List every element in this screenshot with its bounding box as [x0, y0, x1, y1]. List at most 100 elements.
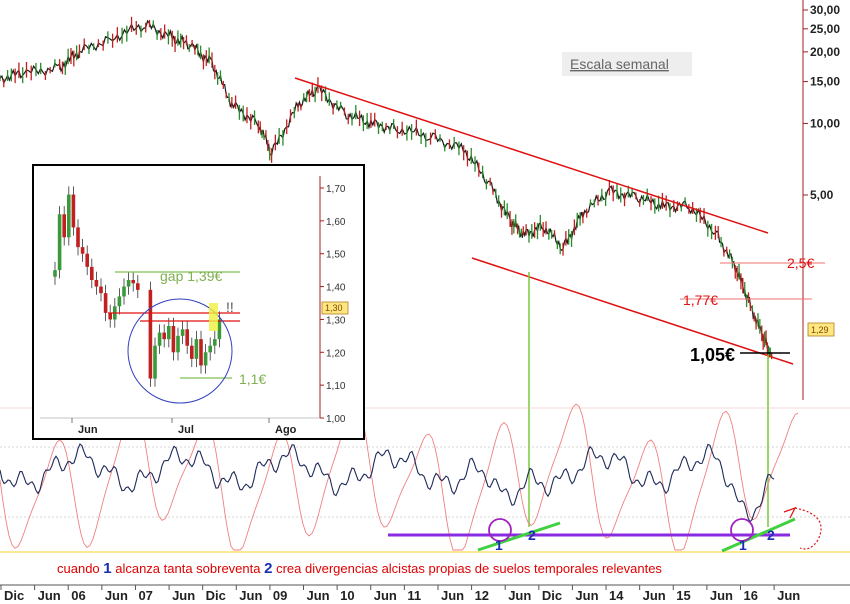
inset-candle [108, 312, 112, 320]
inset-candle [180, 329, 185, 336]
inset-time-axis: Jun Jul Ago [71, 418, 297, 436]
y-tick-label: 10,00 [810, 116, 840, 130]
inset-support-label: 1,1€ [239, 371, 266, 387]
oscillator-navy-line [0, 443, 775, 523]
inset-x-tick-label: Jun [78, 424, 98, 436]
inset-candles [53, 186, 222, 387]
inset-candle [171, 326, 176, 353]
channel-lower-line [471, 257, 794, 365]
x-tick-label: Jun [307, 588, 330, 603]
y-tick-label: 30,00 [810, 3, 840, 17]
scale-label-box [562, 52, 692, 76]
price-series [0, 16, 773, 360]
inset-candle [67, 194, 71, 238]
x-tick-label: Dic [542, 588, 562, 603]
level-label-2-5: 2,5€ [787, 255, 814, 271]
price-axis: 30,00 25,00 20,00 15,00 10,00 5,00 [803, 3, 840, 202]
x-tick-label: Jun [441, 588, 464, 603]
inset-candle [126, 280, 131, 287]
inset-x-tick-label: Jul [178, 424, 194, 436]
inset-circle [127, 298, 233, 404]
y-tick-label: 15,00 [810, 75, 840, 89]
inset-candle [57, 214, 62, 271]
inset-y-tick-label: 1,40 [326, 283, 346, 294]
x-tick-label: 15 [676, 588, 690, 603]
price-line [0, 19, 772, 358]
inset-candle [85, 253, 89, 267]
inset-candle [213, 339, 217, 346]
inset-candle [103, 293, 108, 313]
inset-candle [53, 270, 57, 277]
x-tick-label: Jun [239, 588, 262, 603]
inset-y-tick-label: 1,70 [326, 184, 346, 195]
x-tick-label: Jun [374, 588, 397, 603]
x-tick-label: 06 [71, 588, 85, 603]
oversold-circle-1 [488, 518, 512, 542]
inset-candle [185, 329, 189, 346]
y-tick-label: 25,00 [810, 22, 840, 36]
time-axis: Dic Jun 06 Jun 07 Jun Dic Jun 09 Jun 10 Jun 11 Jun 12 J… [0, 585, 800, 603]
x-tick-label: 16 [743, 588, 757, 603]
last-price-badge [807, 322, 835, 337]
inset-candle [148, 289, 153, 379]
inset-price-axis: 1,70 1,60 1,50 1,40 1,30 1,20 1,10 1,00 [320, 184, 346, 425]
marker-1b: 1 [739, 537, 747, 553]
inset-y-tick-label: 1,00 [326, 414, 346, 425]
inset-candle [217, 319, 222, 340]
x-tick-label: Dic [206, 588, 226, 603]
inset-candle [167, 326, 171, 340]
inset-chart: 1,70 1,60 1,50 1,40 1,30 1,20 1,10 1,00 Jun Jul A… [32, 164, 365, 440]
inset-y-tick-label: 1,60 [326, 217, 346, 228]
inset-candle [157, 332, 162, 346]
inset-candle [199, 339, 203, 366]
inset-highlight [209, 303, 218, 331]
scale-label: Escala semanal [570, 56, 669, 72]
x-tick-label: Jun [575, 588, 598, 603]
x-tick-label: Jun [643, 588, 666, 603]
channel-upper-line [294, 77, 769, 234]
y-tick-label: 20,00 [810, 45, 840, 59]
inset-candle [117, 296, 122, 307]
x-tick-label: Jun [105, 588, 128, 603]
inset-y-tick-label: 1,50 [326, 250, 346, 261]
y-tick-label: 5,00 [810, 188, 834, 202]
inset-candle [76, 227, 80, 248]
inset-alert-label: !! [226, 299, 234, 315]
marker-1a: 1 [495, 537, 503, 553]
x-tick-label: Jun [38, 588, 61, 603]
level-label-1-05: 1,05€ [690, 345, 735, 365]
x-tick-label: 11 [407, 588, 421, 603]
inset-candle [90, 266, 94, 280]
inset-candle [208, 345, 212, 353]
inset-y-tick-label: 1,10 [326, 381, 346, 392]
divergence-line-1 [477, 521, 561, 552]
inset-price-badge-text: 1,30 [325, 303, 343, 313]
x-tick-label: 10 [340, 588, 354, 603]
inset-candle [94, 280, 99, 287]
inset-x-tick-label: Ago [275, 424, 297, 436]
inset-y-tick-label: 1,30 [326, 315, 346, 326]
inset-candle [203, 352, 208, 366]
x-tick-label: 09 [273, 588, 287, 603]
annotation-arrow [794, 507, 822, 550]
x-tick-label: Jun [710, 588, 733, 603]
inset-candle [194, 339, 199, 359]
x-tick-label: 14 [609, 588, 624, 603]
inset-candle [190, 345, 194, 359]
level-label-1-77: 1,77€ [683, 292, 718, 308]
marker-2a: 2 [528, 527, 536, 543]
inset-candle [80, 247, 85, 254]
x-tick-label: Jun [777, 588, 800, 603]
inset-candle [122, 286, 126, 297]
inset-price-badge [321, 301, 349, 315]
inset-candle [62, 214, 66, 238]
inset-gap-label: gap 1,39€ [160, 268, 222, 284]
inset-candle [153, 345, 157, 379]
inset-y-tick-label: 1,20 [326, 348, 346, 359]
x-tick-label: 07 [138, 588, 152, 603]
annotation-text: cuando 1 alcanza tanta sobreventa 2 crea… [57, 560, 662, 577]
inset-candle [176, 335, 180, 353]
inset-candle [162, 332, 166, 340]
inset-candle [71, 194, 76, 228]
